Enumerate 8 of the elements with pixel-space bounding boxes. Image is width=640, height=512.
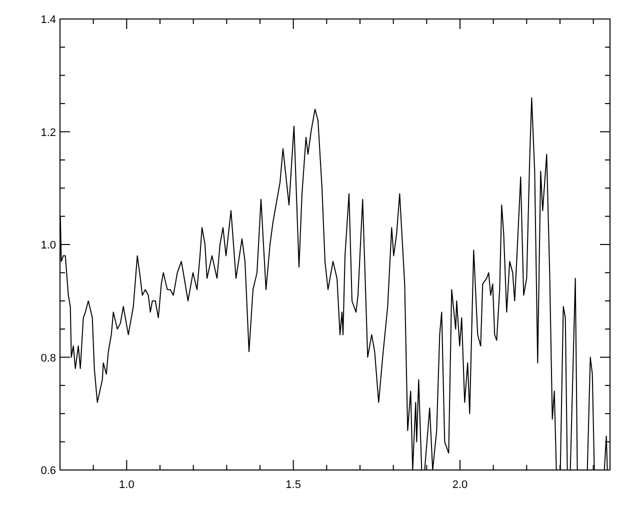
y-tick-label: 0.8: [40, 352, 56, 364]
y-tick-label: 1.2: [40, 126, 56, 139]
y-tick-label: 1.0: [40, 240, 56, 252]
x-tick-label: 1.5: [286, 479, 301, 491]
y-tick-label: 1.4: [40, 14, 56, 26]
x-tick-label: 2.0: [452, 479, 468, 491]
y-tick-label: 0.6: [40, 465, 56, 477]
x-tick-label: 1.0: [119, 479, 134, 491]
